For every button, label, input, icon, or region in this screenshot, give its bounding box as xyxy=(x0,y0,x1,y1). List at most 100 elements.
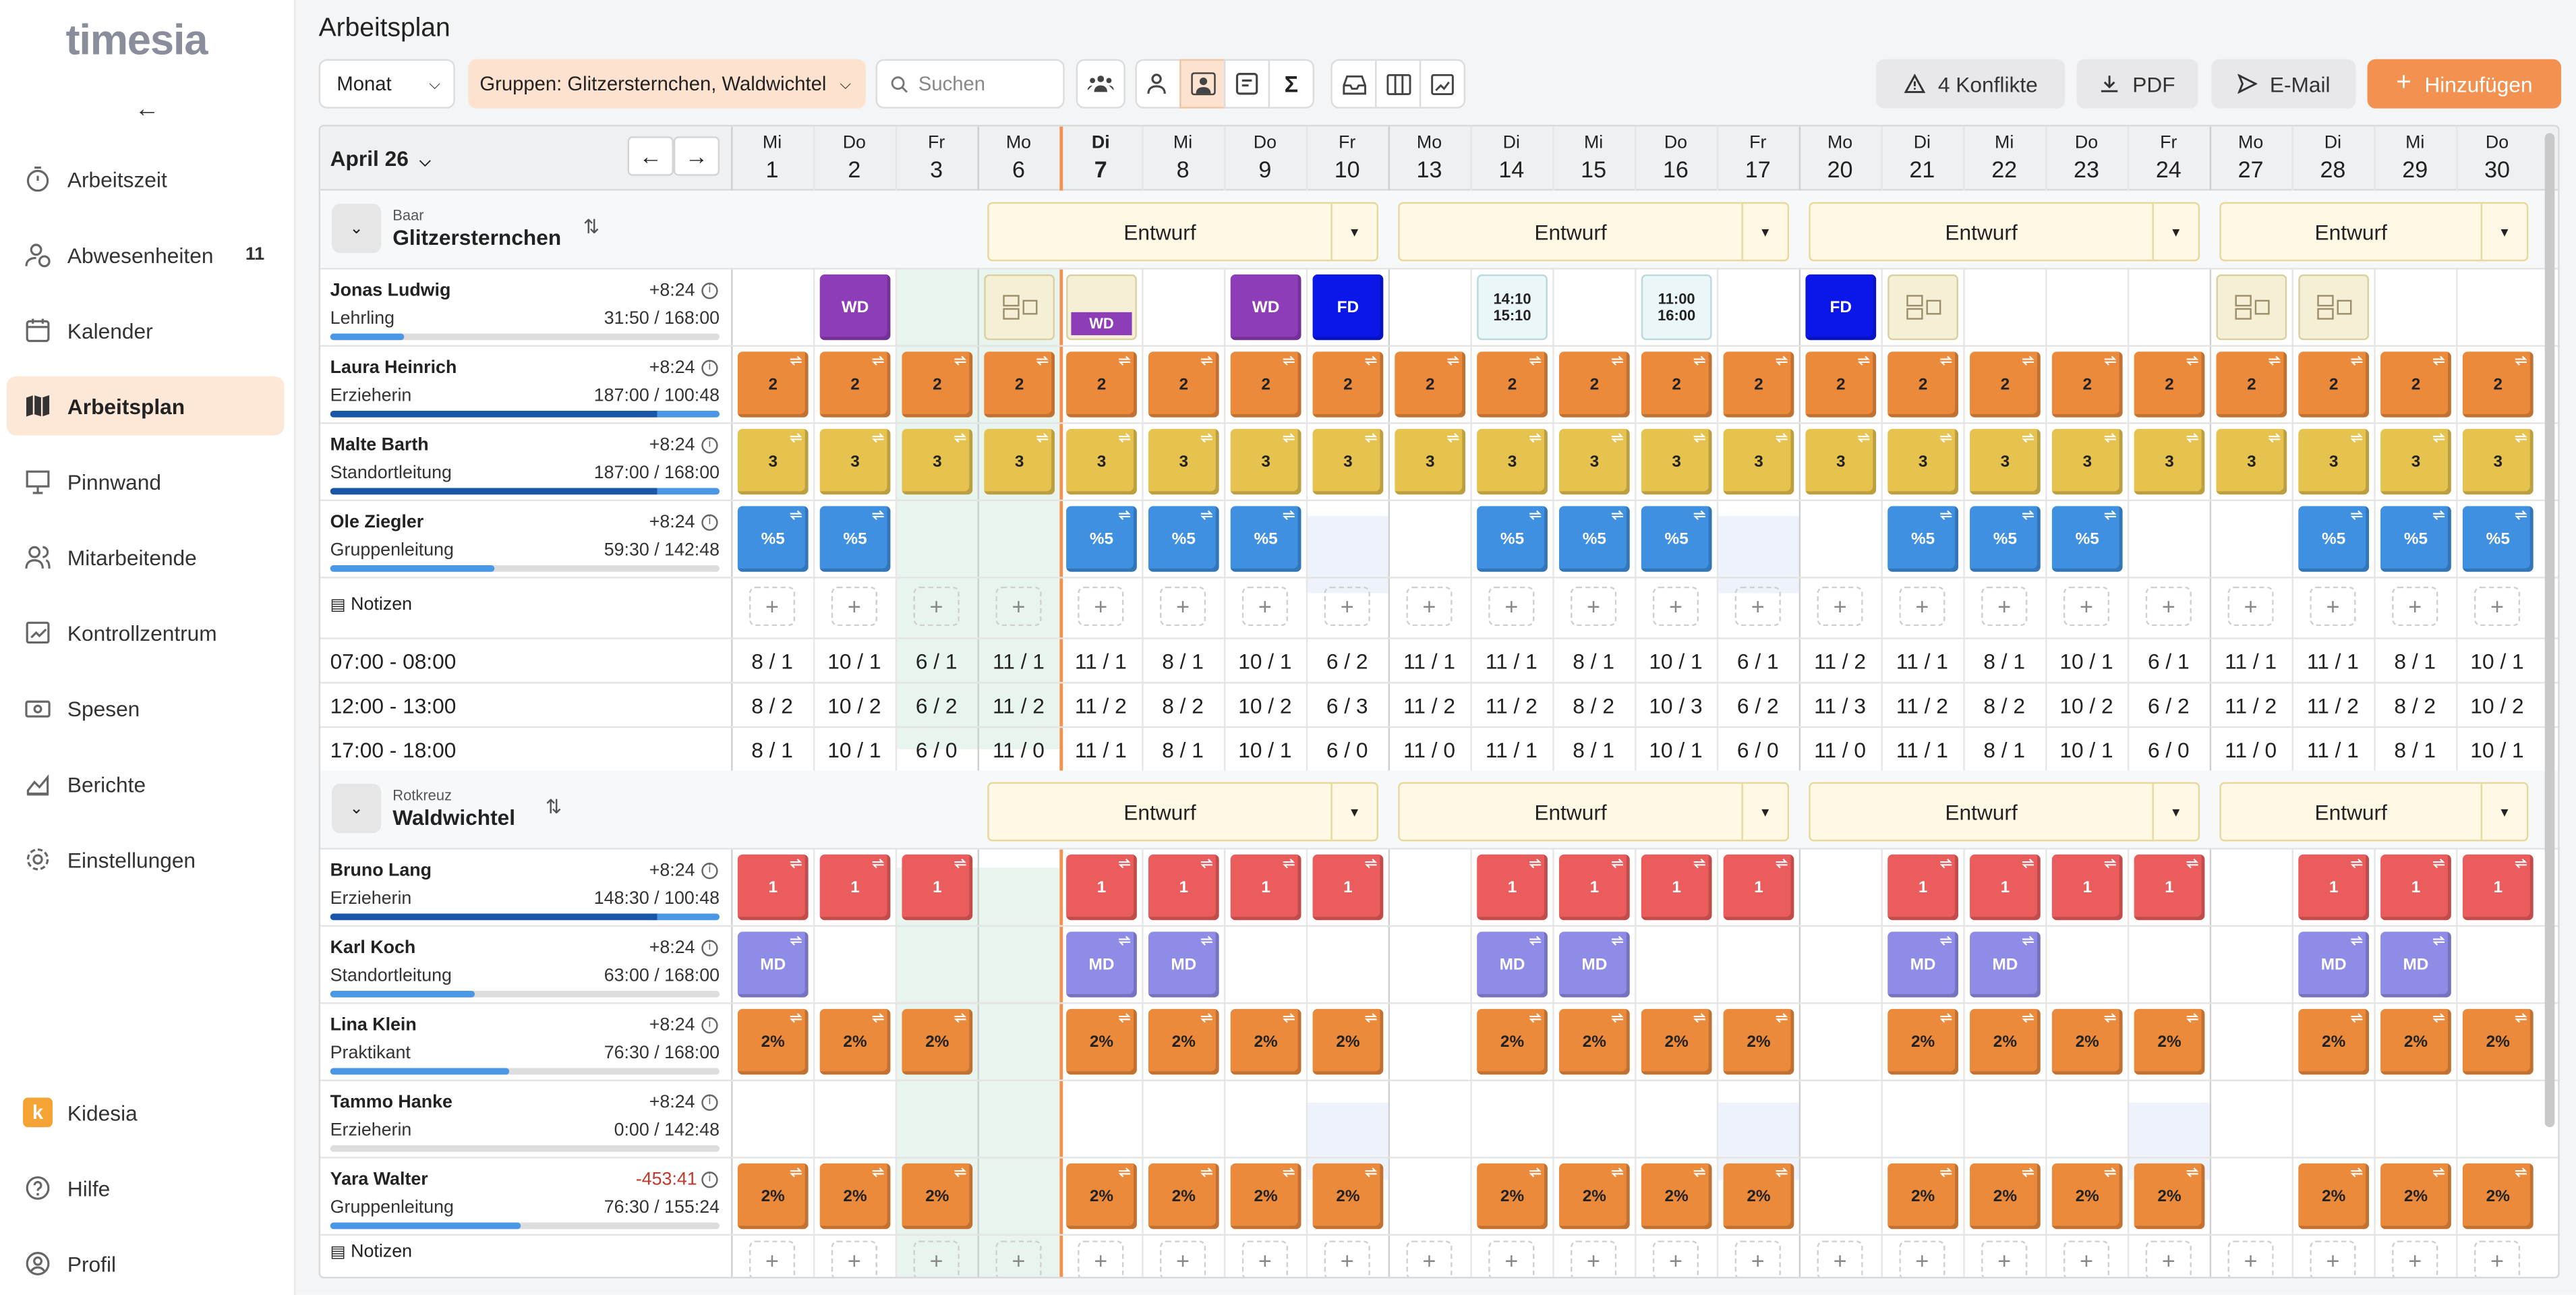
day-number[interactable]: 2 xyxy=(848,156,861,183)
add-note-button[interactable]: + xyxy=(1324,586,1370,627)
shift-block[interactable]: 2% xyxy=(1148,1163,1219,1230)
shift-block[interactable]: 3 xyxy=(2216,428,2287,495)
sidebar-item-kalender[interactable]: Kalender xyxy=(7,301,285,360)
conflicts-button[interactable]: 4 Konflikte xyxy=(1876,59,2066,109)
shift-block[interactable]: 2% xyxy=(1887,1008,1958,1075)
group-view-button[interactable] xyxy=(1076,59,1125,109)
placeholder-shift[interactable] xyxy=(2216,274,2287,341)
day-number[interactable]: 1 xyxy=(765,156,779,183)
time-shift[interactable]: 14:10 15:10 xyxy=(1477,274,1548,341)
shift-block[interactable]: 3 xyxy=(902,428,973,495)
group-filter[interactable]: Gruppen: Glitzersternchen, Waldwichtel ⌵ xyxy=(468,59,866,109)
shift-block[interactable]: MD xyxy=(2380,931,2451,998)
add-button[interactable]: + Hinzufügen xyxy=(2367,59,2562,109)
add-note-button[interactable]: + xyxy=(2145,1240,2192,1277)
shift-block[interactable]: MD xyxy=(1558,931,1630,998)
shift-block[interactable]: 3 xyxy=(1970,428,2041,495)
day-number[interactable]: 10 xyxy=(1334,156,1360,183)
shift-block[interactable]: 2 xyxy=(1477,351,1548,418)
shift-block[interactable]: 2% xyxy=(1477,1163,1548,1230)
day-number[interactable]: 22 xyxy=(1991,156,2018,183)
sidebar-item-profil[interactable]: Profil xyxy=(7,1234,285,1294)
shift-block[interactable]: 2% xyxy=(2462,1163,2534,1230)
shift-block[interactable]: 2 xyxy=(2380,351,2451,418)
shift-block[interactable]: 2% xyxy=(2380,1163,2451,1230)
add-note-button[interactable]: + xyxy=(1571,1240,1617,1277)
shift-block[interactable]: 2% xyxy=(1477,1008,1548,1075)
shift-block[interactable]: 1 xyxy=(1887,854,1958,921)
shift-block[interactable]: 2% xyxy=(1066,1163,1137,1230)
add-note-button[interactable]: + xyxy=(1241,1240,1288,1277)
shift-block[interactable]: 2 xyxy=(2051,351,2123,418)
shift-block[interactable]: 2% xyxy=(1723,1163,1794,1230)
shift-block[interactable]: 2% xyxy=(737,1163,809,1230)
image-chart-button[interactable] xyxy=(1419,59,1466,109)
shift-block[interactable]: WD xyxy=(819,274,891,341)
combined-shift[interactable]: WD xyxy=(1066,274,1137,341)
add-note-button[interactable]: + xyxy=(1159,1240,1206,1277)
add-note-button[interactable]: + xyxy=(1817,586,1863,627)
shift-block[interactable]: %5 xyxy=(1558,506,1630,572)
shift-block[interactable]: %5 xyxy=(819,506,891,572)
shift-block[interactable]: FD xyxy=(1805,274,1877,341)
shift-block[interactable]: MD xyxy=(737,931,809,998)
shift-block[interactable]: 2% xyxy=(1230,1008,1301,1075)
shift-block[interactable]: 2 xyxy=(902,351,973,418)
add-note-button[interactable]: + xyxy=(2063,586,2110,627)
add-note-button[interactable]: + xyxy=(749,586,796,627)
shift-block[interactable]: 3 xyxy=(819,428,891,495)
shift-block[interactable]: MD xyxy=(2298,931,2370,998)
shift-block[interactable]: 2 xyxy=(1395,351,1466,418)
status-dropdown[interactable]: Entwurf ▾ xyxy=(1809,202,2200,262)
info-icon[interactable]: i xyxy=(701,940,718,956)
info-icon[interactable]: i xyxy=(701,514,718,531)
sort-icon[interactable]: ⇅ xyxy=(545,795,562,819)
shift-block[interactable]: 1 xyxy=(1148,854,1219,921)
shift-block[interactable]: 2% xyxy=(2051,1008,2123,1075)
shift-block[interactable]: 2 xyxy=(1312,351,1384,418)
sidebar-item-mitarbeitende[interactable]: Mitarbeitende xyxy=(7,527,285,587)
add-note-button[interactable]: + xyxy=(1488,1240,1535,1277)
add-note-button[interactable]: + xyxy=(1078,586,1124,627)
day-number[interactable]: 7 xyxy=(1094,156,1107,183)
shift-block[interactable]: 2% xyxy=(1312,1008,1384,1075)
add-note-button[interactable]: + xyxy=(2063,1240,2110,1277)
day-number[interactable]: 6 xyxy=(1012,156,1025,183)
shift-block[interactable]: 3 xyxy=(1641,428,1712,495)
employee-name[interactable]: Bruno Lang xyxy=(330,861,432,881)
shift-block[interactable]: 2 xyxy=(1887,351,1958,418)
time-shift[interactable]: 11:00 16:00 xyxy=(1641,274,1712,341)
shift-block[interactable]: 1 xyxy=(2298,854,2370,921)
shift-block[interactable]: 2% xyxy=(1970,1008,2041,1075)
add-note-button[interactable]: + xyxy=(1817,1240,1863,1277)
shift-block[interactable]: MD xyxy=(1148,931,1219,998)
add-note-button[interactable]: + xyxy=(1652,586,1699,627)
info-icon[interactable]: i xyxy=(701,1172,718,1188)
shift-block[interactable]: 3 xyxy=(2051,428,2123,495)
info-icon[interactable]: i xyxy=(701,863,718,880)
shift-block[interactable]: 1 xyxy=(2051,854,2123,921)
pdf-button[interactable]: PDF xyxy=(2076,59,2198,109)
shift-block[interactable]: 1 xyxy=(1477,854,1548,921)
shift-block[interactable]: 2% xyxy=(2051,1163,2123,1230)
add-note-button[interactable]: + xyxy=(2227,1240,2274,1277)
shift-block[interactable]: 2 xyxy=(2134,351,2205,418)
status-dropdown[interactable]: Entwurf ▾ xyxy=(987,782,1378,842)
shift-block[interactable]: 1 xyxy=(1723,854,1794,921)
shift-block[interactable]: 2% xyxy=(1887,1163,1958,1230)
sum-button[interactable]: Σ xyxy=(1268,59,1314,109)
shift-block[interactable]: 3 xyxy=(1148,428,1219,495)
shift-block[interactable]: 3 xyxy=(1066,428,1137,495)
shift-block[interactable]: 2% xyxy=(1558,1163,1630,1230)
shift-block[interactable]: 2% xyxy=(2380,1008,2451,1075)
day-number[interactable]: 29 xyxy=(2402,156,2428,183)
add-note-button[interactable]: + xyxy=(831,1240,877,1277)
day-number[interactable]: 15 xyxy=(1581,156,1607,183)
shift-block[interactable]: 2 xyxy=(984,351,1055,418)
add-note-button[interactable]: + xyxy=(995,586,1042,627)
shift-block[interactable]: 2% xyxy=(2134,1163,2205,1230)
shift-block[interactable]: 2% xyxy=(819,1163,891,1230)
shift-block[interactable]: 3 xyxy=(1723,428,1794,495)
person-card-button[interactable] xyxy=(1179,59,1226,109)
add-note-button[interactable]: + xyxy=(2227,586,2274,627)
